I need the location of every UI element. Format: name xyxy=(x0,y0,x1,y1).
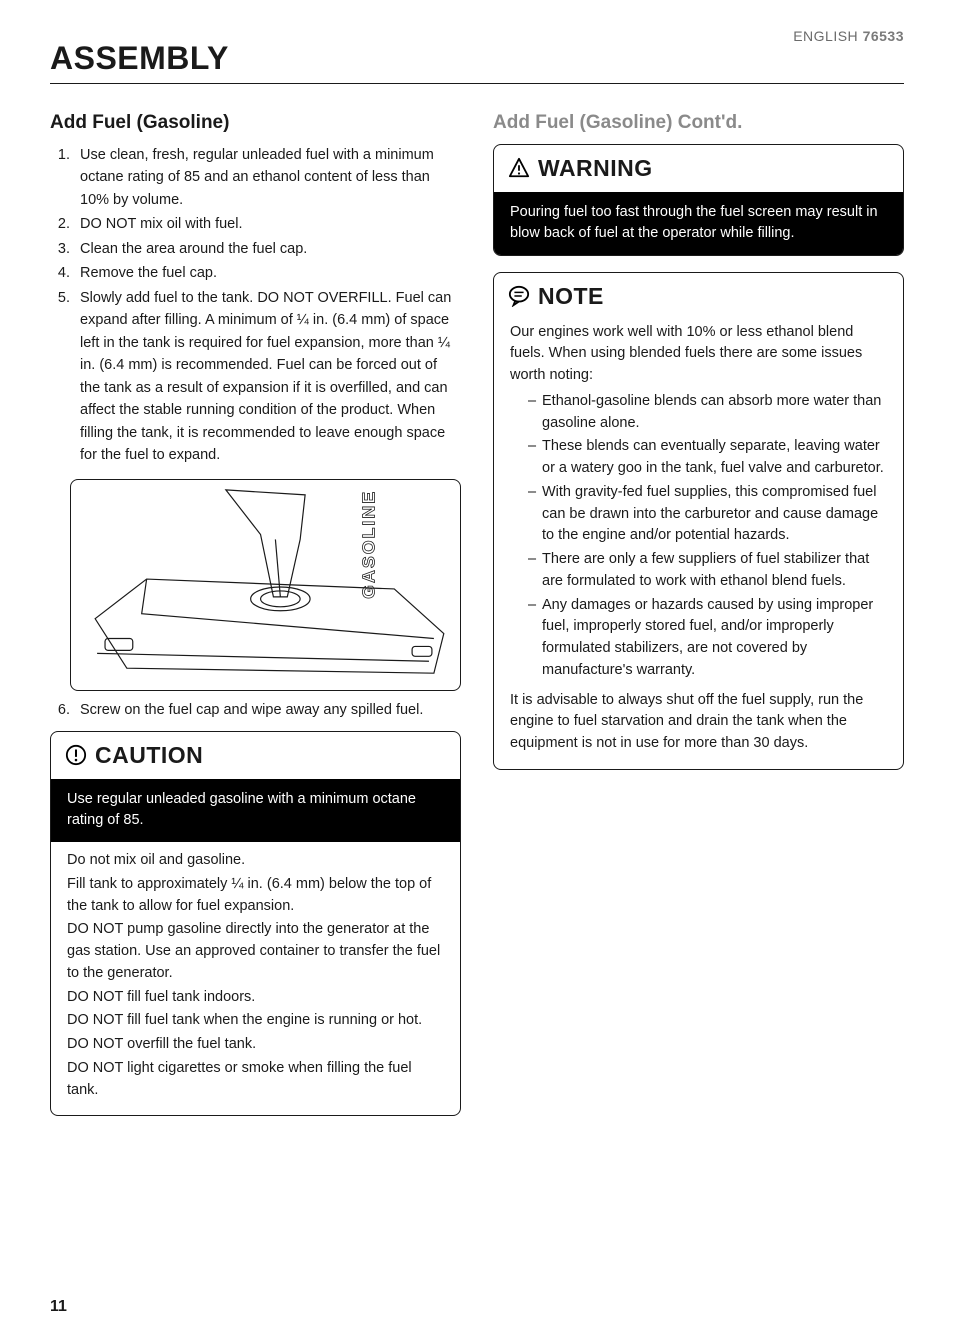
caution-title: CAUTION xyxy=(95,738,203,773)
note-bullet: Ethanol-gasoline blends can absorb more … xyxy=(528,391,887,435)
caution-line: DO NOT light cigarettes or smoke when fi… xyxy=(67,1058,444,1102)
caution-line: DO NOT fill fuel tank when the engine is… xyxy=(67,1010,444,1032)
caution-line: Do not mix oil and gasoline. xyxy=(67,850,444,872)
note-box: NOTE Our engines work well with 10% or l… xyxy=(493,272,904,770)
header-language: ENGLISH xyxy=(793,28,858,44)
content-columns: Add Fuel (Gasoline) Use clean, fresh, re… xyxy=(50,112,904,1116)
right-column: Add Fuel (Gasoline) Cont'd. WARNING Pour… xyxy=(493,112,904,1116)
caution-body: Do not mix oil and gasoline. Fill tank t… xyxy=(51,842,460,1115)
warning-title-row: WARNING xyxy=(494,145,903,186)
add-fuel-heading: Add Fuel (Gasoline) xyxy=(50,112,461,134)
note-bullet: There are only a few suppliers of fuel s… xyxy=(528,549,887,593)
caution-box: CAUTION Use regular unleaded gasoline wi… xyxy=(50,731,461,1116)
caution-line: DO NOT overfill the fuel tank. xyxy=(67,1034,444,1056)
note-bullet: These blends can eventually separate, le… xyxy=(528,436,887,480)
note-icon xyxy=(508,285,530,307)
caution-line: Fill tank to approximately ¼ in. (6.4 mm… xyxy=(67,874,444,918)
warning-blackbar: Pouring fuel too fast through the fuel s… xyxy=(494,192,903,256)
fuel-steps-6: Screw on the fuel cap and wipe away any … xyxy=(50,699,461,721)
fuel-steps-1-5: Use clean, fresh, regular unleaded fuel … xyxy=(50,144,461,467)
header-code: 76533 xyxy=(863,28,904,44)
note-title-row: NOTE xyxy=(494,273,903,314)
caution-blackbar: Use regular unleaded gasoline with a min… xyxy=(51,779,460,843)
gasoline-illustration: GASOLINE xyxy=(71,480,460,690)
note-outro: It is advisable to always shut off the f… xyxy=(510,690,887,755)
contd-heading: Add Fuel (Gasoline) Cont'd. xyxy=(493,112,904,134)
step-item: Clean the area around the fuel cap. xyxy=(74,238,461,260)
step-item: Use clean, fresh, regular unleaded fuel … xyxy=(74,144,461,211)
step-item: Slowly add fuel to the tank. DO NOT OVER… xyxy=(74,287,461,467)
note-bullet: With gravity-fed fuel supplies, this com… xyxy=(528,482,887,547)
left-column: Add Fuel (Gasoline) Use clean, fresh, re… xyxy=(50,112,461,1116)
fuel-figure: GASOLINE xyxy=(70,479,461,691)
figure-label: GASOLINE xyxy=(358,489,378,598)
step-item: DO NOT mix oil with fuel. xyxy=(74,213,461,235)
note-body: Our engines work well with 10% or less e… xyxy=(494,314,903,769)
caution-icon xyxy=(65,744,87,766)
warning-title: WARNING xyxy=(538,151,653,186)
note-title: NOTE xyxy=(538,279,604,314)
warning-box: WARNING Pouring fuel too fast through th… xyxy=(493,144,904,256)
step-item: Screw on the fuel cap and wipe away any … xyxy=(74,699,461,721)
caution-title-row: CAUTION xyxy=(51,732,460,773)
note-bullets: Ethanol-gasoline blends can absorb more … xyxy=(510,391,887,682)
caution-line: DO NOT fill fuel tank indoors. xyxy=(67,987,444,1009)
caution-line: DO NOT pump gasoline directly into the g… xyxy=(67,919,444,984)
step-item: Remove the fuel cap. xyxy=(74,262,461,284)
page-number: 11 xyxy=(50,1298,67,1316)
page-title: ASSEMBLY xyxy=(50,40,904,84)
note-bullet: Any damages or hazards caused by using i… xyxy=(528,595,887,682)
warning-icon xyxy=(508,157,530,179)
note-intro: Our engines work well with 10% or less e… xyxy=(510,322,887,387)
